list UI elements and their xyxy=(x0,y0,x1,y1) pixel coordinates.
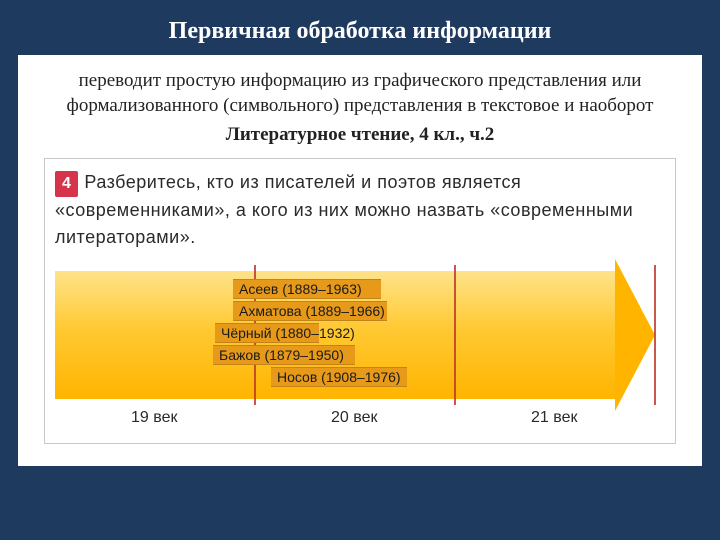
author-bar: Бажов (1879–1950) xyxy=(213,345,355,365)
author-bar: Чёрный (1880–1932) xyxy=(215,323,319,343)
slide: Первичная обработка информации переводит… xyxy=(0,0,720,540)
century-label: 21 век xyxy=(531,409,577,427)
author-bar-label: Носов (1908–1976) xyxy=(277,369,401,385)
author-bar: Асеев (1889–1963) xyxy=(233,279,381,299)
author-bar-label: Бажов (1879–1950) xyxy=(219,347,344,363)
author-bar: Носов (1908–1976) xyxy=(271,367,407,387)
century-tick xyxy=(654,265,656,405)
description-text: переводит простую информацию из графичес… xyxy=(44,69,676,118)
author-bar: Ахматова (1889–1966) xyxy=(233,301,387,321)
century-label: 20 век xyxy=(331,409,377,427)
content-card: переводит простую информацию из графичес… xyxy=(18,55,702,466)
timeline-chart: 19 век 20 век 21 век Асеев (1889–1963) Ахмат… xyxy=(55,265,665,435)
author-bar-label: Чёрный (1880–1932) xyxy=(221,325,355,341)
century-tick xyxy=(454,265,456,405)
author-bar-label: Ахматова (1889–1966) xyxy=(239,303,385,319)
task-number-badge: 4 xyxy=(55,171,78,197)
subtitle-text: Литературное чтение, 4 кл., ч.2 xyxy=(44,124,676,146)
textbook-figure: 4Разберитесь, кто из писателей и поэтов … xyxy=(44,158,676,444)
author-bar-label: Асеев (1889–1963) xyxy=(239,281,362,297)
timeline-arrow-head-icon xyxy=(615,259,655,411)
page-title: Первичная обработка информации xyxy=(18,18,702,45)
task-paragraph: 4Разберитесь, кто из писателей и поэтов … xyxy=(55,169,665,251)
century-label: 19 век xyxy=(131,409,177,427)
task-text: Разберитесь, кто из писателей и поэтов я… xyxy=(55,172,633,247)
